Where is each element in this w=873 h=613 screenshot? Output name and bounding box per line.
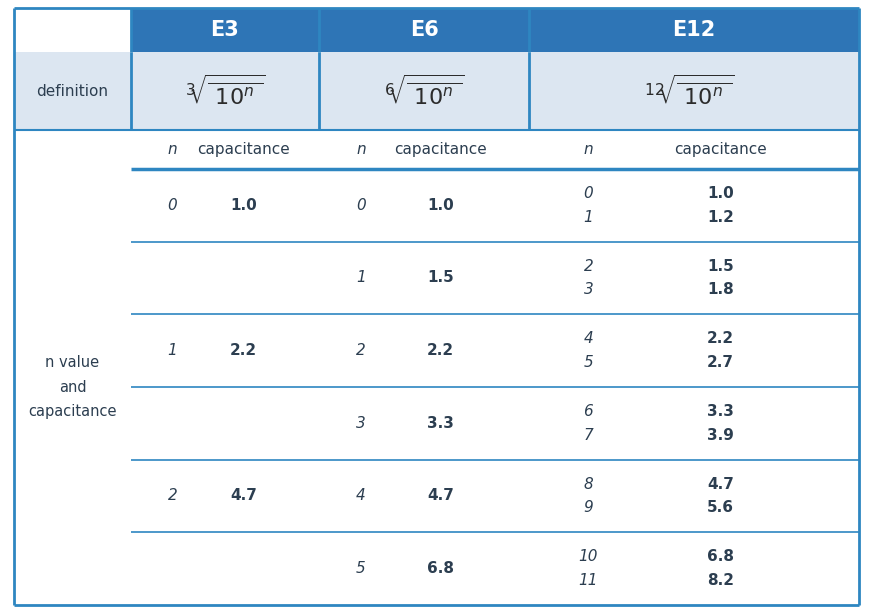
Text: 1.5
1.8: 1.5 1.8 [707,259,734,297]
Text: 2
3: 2 3 [583,259,594,297]
Text: 1.5: 1.5 [428,270,454,286]
Text: 4.7
5.6: 4.7 5.6 [707,477,734,515]
Bar [529,52,859,130]
Text: 4: 4 [356,489,366,503]
Text: 1: 1 [168,343,177,358]
Text: E12: E12 [672,20,716,40]
Text: 3.3: 3.3 [428,416,454,431]
Text: 3: 3 [356,416,366,431]
Text: 2.2: 2.2 [427,343,454,358]
Text: n value
and
capacitance: n value and capacitance [28,355,117,419]
Text: 5: 5 [356,561,366,576]
Text: 6.8: 6.8 [427,561,454,576]
Bar [131,52,319,130]
Text: capacitance: capacitance [197,142,290,157]
Text: 0: 0 [168,198,177,213]
Bar [131,8,319,52]
Text: 0: 0 [356,198,366,213]
Text: 6.8
8.2: 6.8 8.2 [707,549,734,588]
Text: ${}^{12}\!\!\sqrt{\overline{\ 10^{n}\ }}$: ${}^{12}\!\!\sqrt{\overline{\ 10^{n}\ }}… [643,74,734,109]
Text: 2.2: 2.2 [230,343,258,358]
Bar [14,8,131,52]
Text: 0
1: 0 1 [583,186,594,224]
Text: n: n [356,142,366,157]
Text: 3.3
3.9: 3.3 3.9 [707,404,734,443]
Bar [529,8,859,52]
Text: definition: definition [37,83,108,99]
Text: 8
9: 8 9 [583,477,594,515]
Text: capacitance: capacitance [674,142,766,157]
Text: ${}^{3}\!\!\sqrt{\overline{\ 10^{n}\ }}$: ${}^{3}\!\!\sqrt{\overline{\ 10^{n}\ }}$ [184,74,265,109]
Text: 2: 2 [356,343,366,358]
Text: n: n [583,142,594,157]
Bar [319,8,529,52]
Text: 1.0: 1.0 [230,198,258,213]
Text: 4.7: 4.7 [230,489,258,503]
Text: 1: 1 [356,270,366,286]
Text: 1.0
1.2: 1.0 1.2 [707,186,734,224]
Text: 2: 2 [168,489,177,503]
Text: n: n [168,142,177,157]
Text: 6
7: 6 7 [583,404,594,443]
Text: 4.7: 4.7 [428,489,454,503]
Text: 10
11: 10 11 [579,549,598,588]
Text: E6: E6 [409,20,438,40]
Text: E3: E3 [210,20,239,40]
Text: 4
5: 4 5 [583,332,594,370]
Text: 1.0: 1.0 [428,198,454,213]
Text: capacitance: capacitance [395,142,487,157]
Bar [319,52,529,130]
Bar [14,52,131,130]
Text: 2.2
2.7: 2.2 2.7 [707,332,734,370]
Text: ${}^{6}\!\!\sqrt{\overline{\ 10^{n}\ }}$: ${}^{6}\!\!\sqrt{\overline{\ 10^{n}\ }}$ [383,74,464,109]
